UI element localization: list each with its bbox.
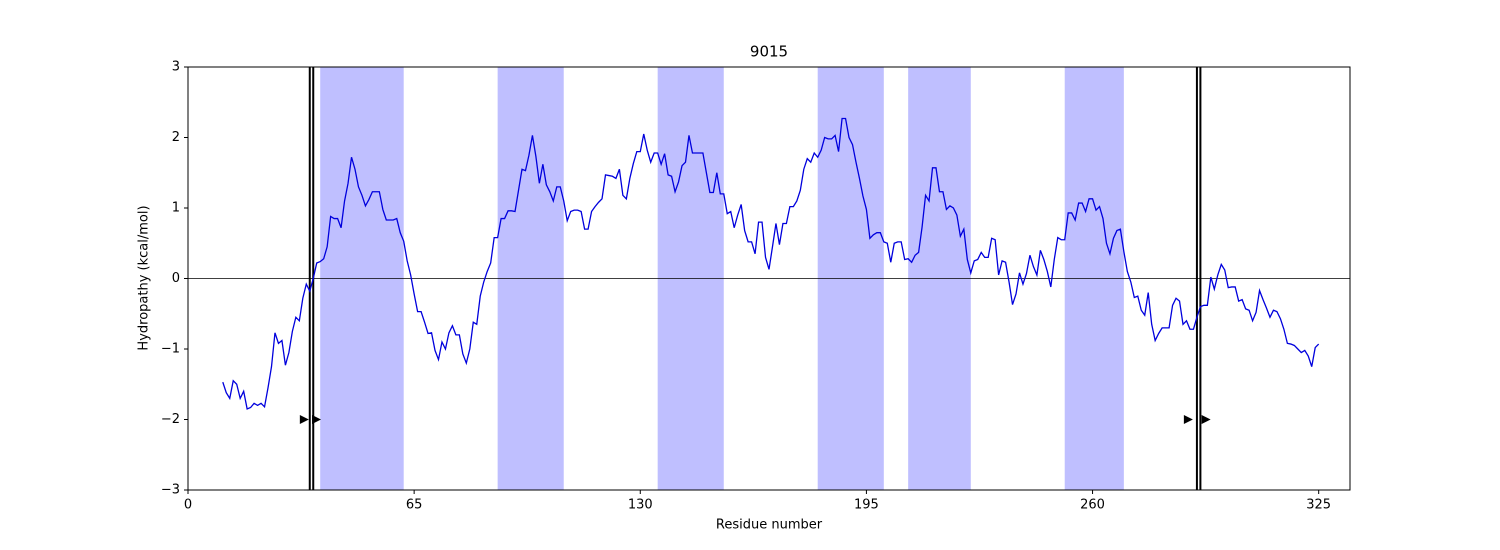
y-tick-label: 3: [172, 60, 180, 75]
marker: [312, 415, 322, 424]
y-tick-label: 0: [172, 271, 180, 286]
x-tick-label: 325: [1306, 498, 1331, 513]
y-tick-label: −3: [161, 483, 180, 498]
x-axis-label: Residue number: [716, 518, 823, 533]
marker: [1201, 415, 1211, 424]
x-tick-label: 130: [628, 498, 653, 513]
y-tick-label: 1: [172, 201, 180, 216]
x-tick-label: 65: [406, 498, 423, 513]
y-tick-label: −1: [161, 342, 180, 357]
y-tick-label: −2: [161, 412, 180, 427]
y-axis-label: Hydropathy (kcal/mol): [137, 205, 152, 350]
marker: [299, 415, 309, 424]
x-tick-label: 195: [854, 498, 879, 513]
chart-title: 9015: [750, 43, 788, 61]
x-tick-label: 260: [1080, 498, 1105, 513]
hydropathy-line: [222, 117, 1320, 410]
y-tick-label: 2: [172, 130, 180, 145]
marker: [1183, 415, 1193, 424]
x-tick-label: 0: [184, 498, 192, 513]
